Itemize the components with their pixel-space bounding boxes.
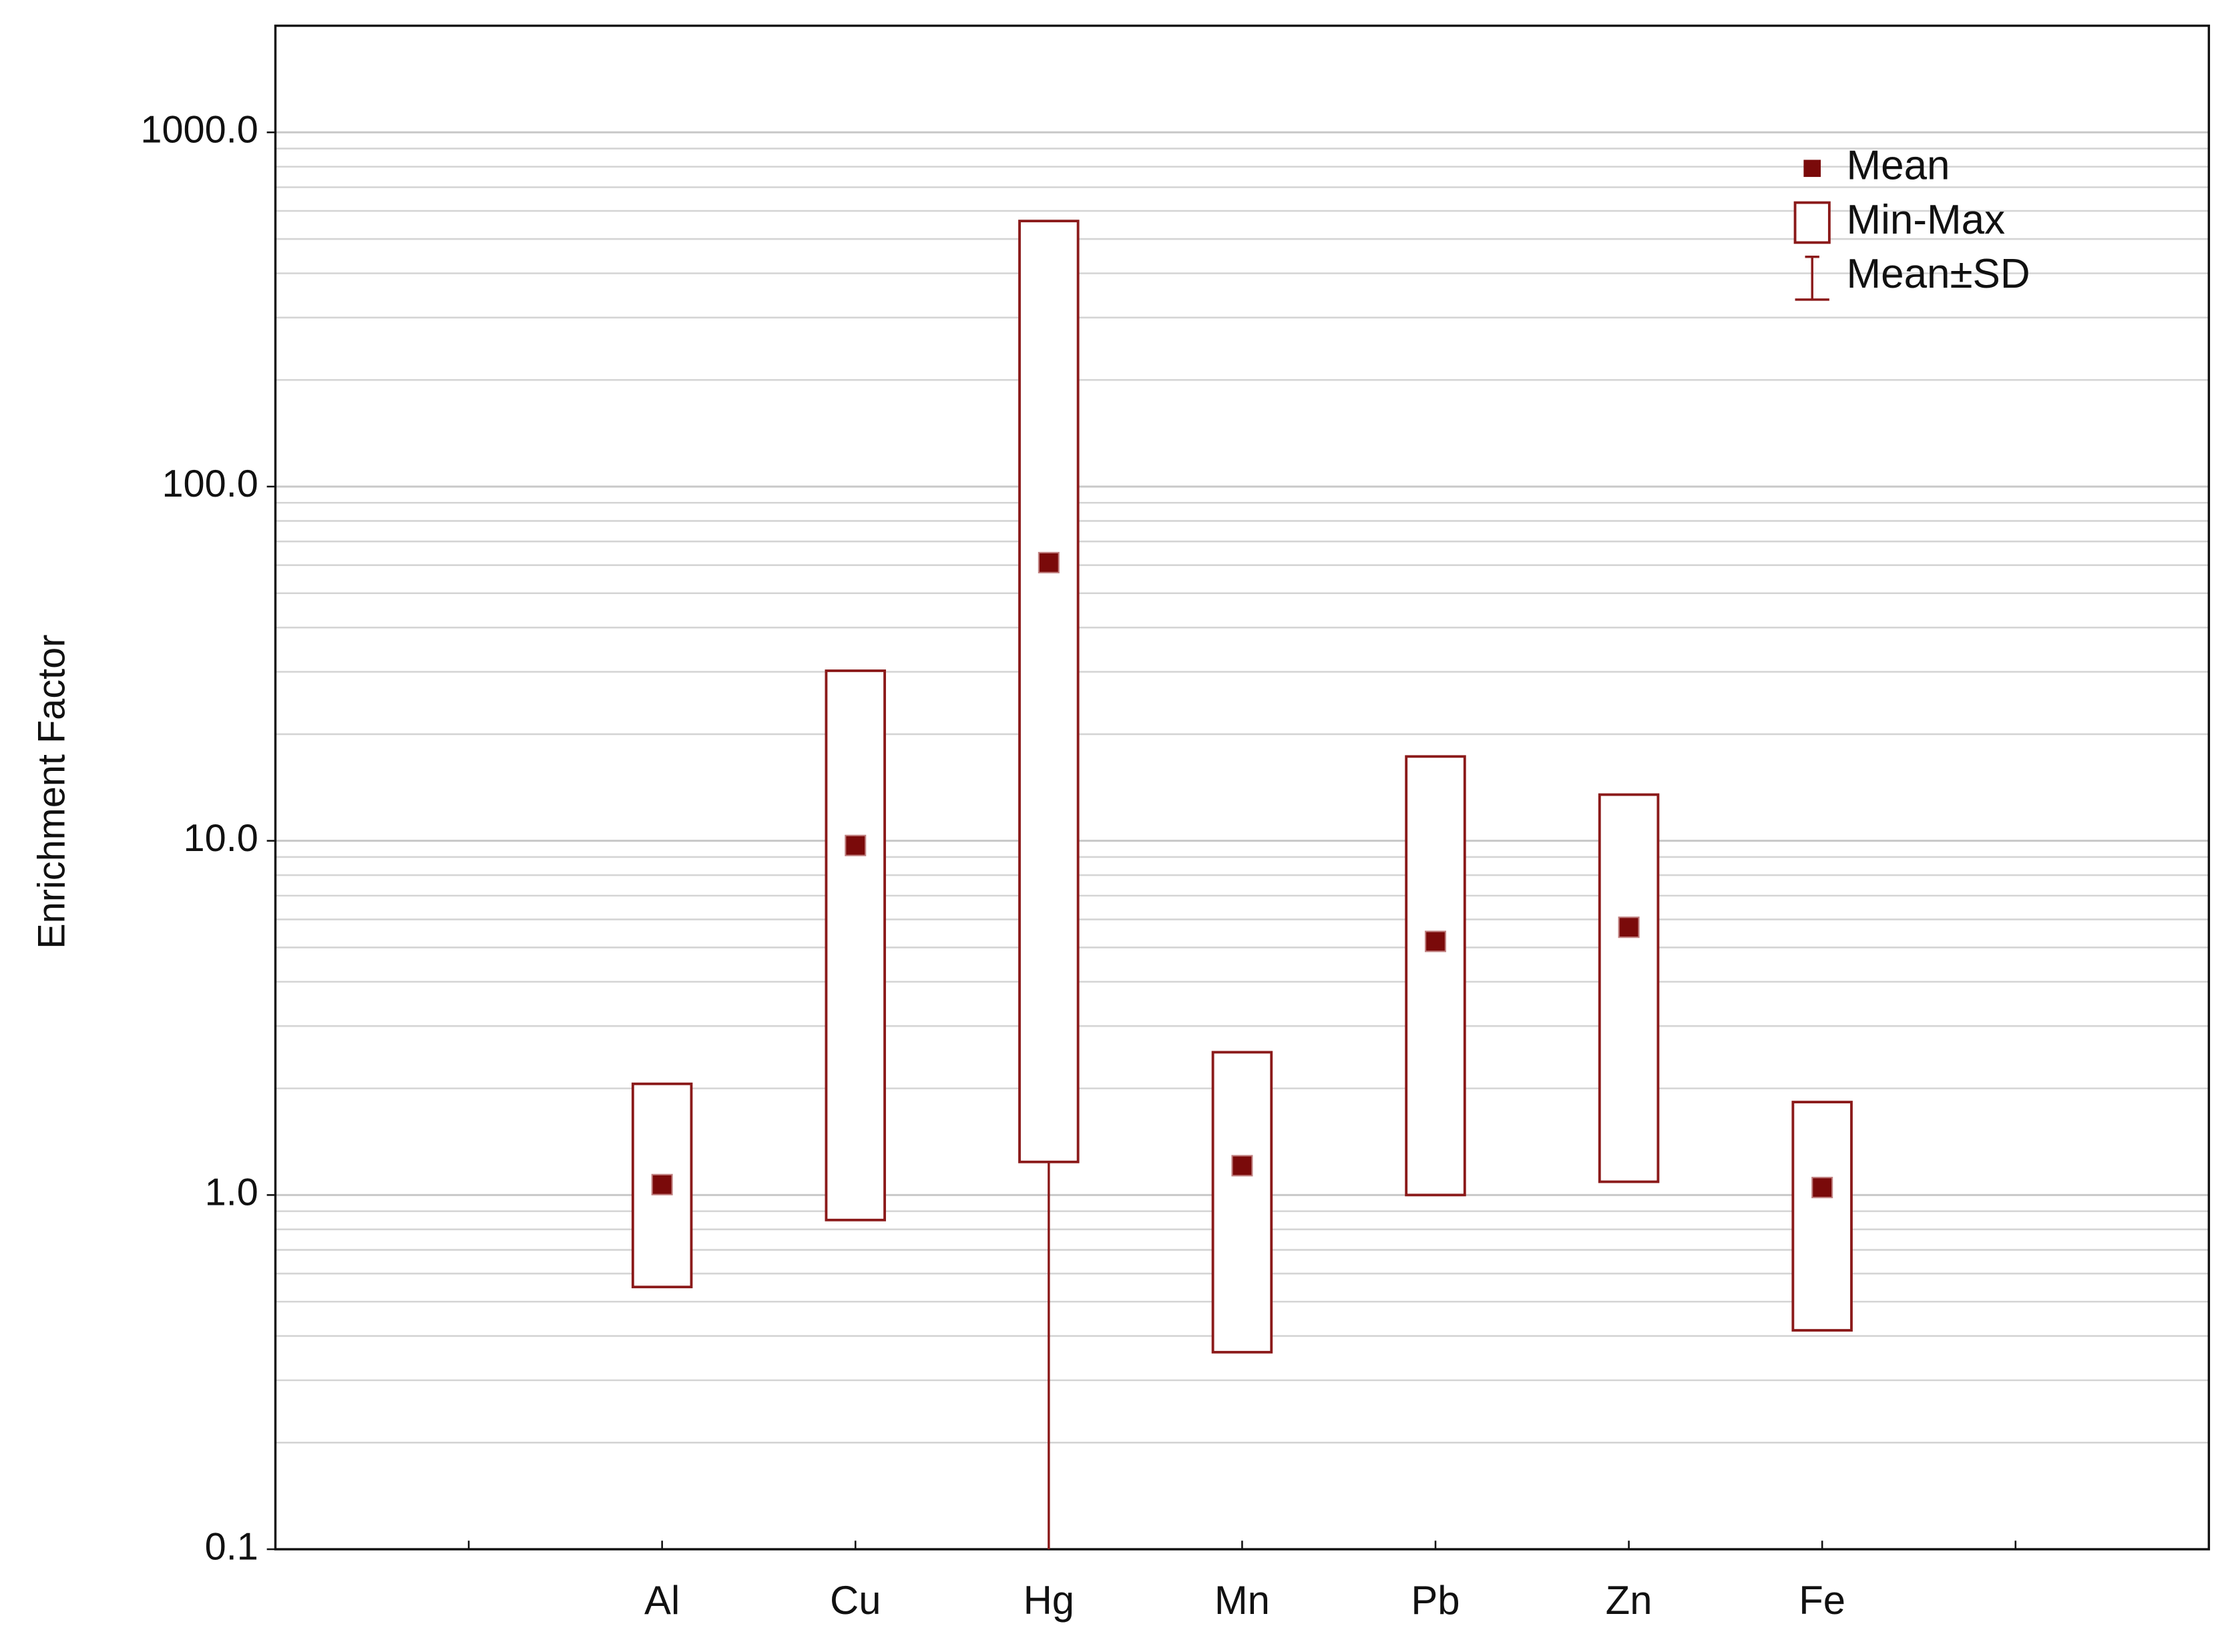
legend-label: Mean±SD: [1847, 251, 2030, 297]
y-axis-label: Enrichment Factor: [30, 635, 73, 949]
min-max-box: [1598, 793, 1660, 1183]
x-tick-label: Pb: [1411, 1578, 1460, 1623]
mean-marker: [1038, 551, 1060, 573]
mean-marker: [1618, 916, 1640, 938]
x-tick-label: Mn: [1214, 1578, 1270, 1623]
min-max-box: [1405, 755, 1466, 1197]
y-tick-label: 1000.0: [140, 109, 258, 152]
legend-box-swatch: [1793, 201, 1831, 244]
min-max-box: [1211, 1051, 1273, 1354]
legend-label: Mean: [1847, 143, 1950, 189]
legend-label: Min-Max: [1847, 197, 2006, 243]
x-tick-label: Al: [644, 1578, 680, 1623]
x-tick-label: Cu: [830, 1578, 881, 1623]
mean-marker: [651, 1173, 673, 1195]
x-tick-label: Zn: [1606, 1578, 1652, 1623]
legend-mean-swatch: [1803, 160, 1821, 178]
mean-marker: [1231, 1155, 1253, 1177]
min-max-box: [1791, 1101, 1853, 1332]
y-tick-label: 1.0: [205, 1171, 258, 1214]
y-tick-label: 0.1: [205, 1525, 258, 1568]
mean-marker: [845, 834, 867, 856]
min-max-box: [825, 669, 886, 1221]
y-tick-label: 100.0: [162, 463, 258, 505]
min-max-box: [1018, 220, 1080, 1163]
x-tick-label: Hg: [1024, 1578, 1074, 1623]
y-tick-label: 10.0: [184, 817, 258, 860]
mean-marker: [1811, 1177, 1833, 1199]
x-tick-label: Fe: [1799, 1578, 1845, 1623]
mean-marker: [1424, 930, 1447, 952]
